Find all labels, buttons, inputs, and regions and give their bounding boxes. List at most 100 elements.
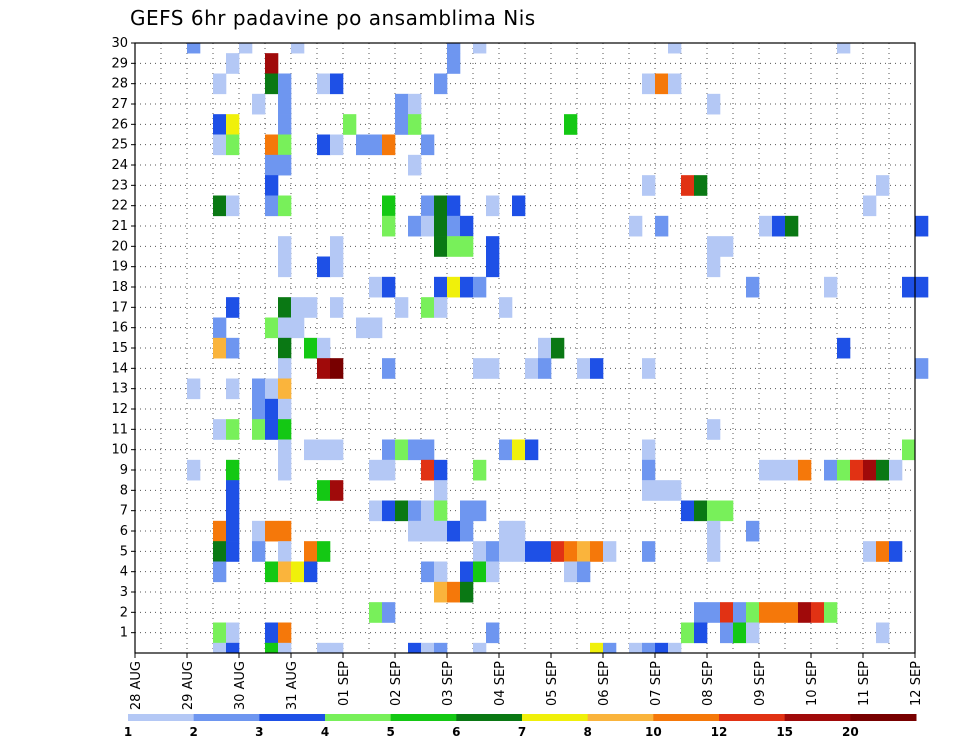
y-tick-label: 27 — [111, 97, 128, 112]
heatmap-cell — [265, 195, 279, 217]
heatmap-cell — [538, 541, 552, 562]
heatmap-cell — [746, 602, 760, 623]
heatmap-cell — [252, 541, 266, 562]
heatmap-cell — [811, 602, 825, 623]
heatmap-cell — [733, 602, 747, 623]
y-tick-label: 26 — [111, 117, 128, 132]
heatmap-cell — [382, 602, 396, 623]
heatmap-cell — [902, 276, 916, 298]
heatmap-cell — [330, 256, 344, 278]
heatmap-cell — [278, 256, 292, 278]
heatmap-cell — [876, 459, 890, 481]
heatmap-cell — [330, 134, 344, 156]
heatmap-cell — [317, 439, 331, 461]
heatmap-cell — [408, 93, 422, 115]
heatmap-cell — [772, 459, 786, 481]
heatmap-cell — [642, 459, 656, 481]
heatmap-cell — [486, 561, 500, 583]
heatmap-cell — [278, 134, 292, 156]
x-tick-label: 31 AUG — [285, 661, 300, 710]
heatmap-cells — [187, 43, 929, 654]
heatmap-cell — [551, 337, 565, 359]
heatmap-cell — [330, 642, 344, 654]
heatmap-cell — [655, 480, 669, 501]
heatmap-cell — [486, 541, 500, 562]
heatmap-cell — [317, 480, 331, 501]
heatmap-cell — [382, 358, 396, 379]
heatmap-cell — [408, 642, 422, 654]
heatmap-cell — [226, 500, 240, 522]
heatmap-cell — [668, 480, 682, 501]
heatmap-cell — [252, 378, 266, 400]
heatmap-cell — [421, 215, 435, 237]
heatmap-cell — [395, 297, 409, 318]
legend-swatch — [128, 714, 195, 721]
heatmap-cell — [486, 195, 500, 217]
y-tick-label: 24 — [111, 158, 128, 173]
heatmap-cell — [824, 276, 838, 298]
heatmap-cell — [746, 520, 760, 542]
heatmap-cell — [590, 642, 604, 654]
heatmap-cell — [382, 276, 396, 298]
heatmap-cell — [213, 337, 227, 359]
x-tick-label: 04 SEP — [493, 661, 508, 706]
heatmap-cell — [213, 622, 227, 644]
heatmap-cell — [265, 622, 279, 644]
x-tick-label: 03 SEP — [441, 661, 456, 706]
heatmap-cell — [278, 398, 292, 420]
heatmap-cell — [213, 541, 227, 562]
x-tick-label: 09 SEP — [753, 661, 768, 706]
heatmap-cell — [330, 73, 344, 95]
heatmap-cell — [486, 358, 500, 379]
heatmap-cell — [278, 317, 292, 339]
heatmap-cell — [291, 43, 305, 54]
heatmap-cell — [421, 297, 435, 318]
heatmap-cell — [395, 500, 409, 522]
heatmap-cell — [369, 276, 383, 298]
heatmap-cell — [278, 154, 292, 176]
heatmap-cell — [655, 642, 669, 654]
heatmap-cell — [330, 297, 344, 318]
heatmap-cell — [330, 236, 344, 257]
heatmap-cell — [265, 378, 279, 400]
heatmap-cell — [473, 500, 487, 522]
x-tick-label: 08 SEP — [701, 661, 716, 706]
heatmap-cell — [447, 195, 461, 217]
heatmap-cell — [434, 581, 448, 603]
y-tick-label: 22 — [111, 199, 128, 214]
heatmap-cell — [499, 439, 513, 461]
heatmap-cell — [226, 459, 240, 481]
y-tick-label: 8 — [120, 483, 128, 498]
legend-swatch — [587, 714, 654, 721]
x-tick-label: 12 SEP — [909, 661, 924, 706]
heatmap-cell — [278, 561, 292, 583]
heatmap-cell — [265, 398, 279, 420]
heatmap-cell — [304, 337, 318, 359]
y-tick-label: 16 — [111, 321, 128, 336]
heatmap-cell — [278, 337, 292, 359]
heatmap-cell — [473, 459, 487, 481]
heatmap-cell — [382, 195, 396, 217]
heatmap-cell — [915, 215, 929, 237]
legend-label: 4 — [321, 725, 329, 739]
heatmap-cell — [642, 642, 656, 654]
heatmap-cell — [447, 520, 461, 542]
heatmap-cell — [577, 541, 591, 562]
heatmap-cell — [837, 337, 851, 359]
heatmap-cell — [213, 520, 227, 542]
y-tick-label: 13 — [111, 382, 128, 397]
heatmap-cell — [460, 500, 474, 522]
heatmap-cell — [850, 459, 864, 481]
heatmap-cell — [187, 459, 201, 481]
heatmap-cell — [421, 195, 435, 217]
y-tick-label: 28 — [111, 77, 128, 92]
y-tick-label: 21 — [111, 219, 128, 234]
heatmap-cell — [317, 134, 331, 156]
heatmap-cell — [356, 317, 370, 339]
heatmap-cell — [408, 114, 422, 135]
heatmap-cell — [837, 43, 851, 54]
heatmap-cell — [382, 215, 396, 237]
legend-label: 3 — [255, 725, 263, 739]
heatmap-cell — [278, 195, 292, 217]
heatmap-cell — [473, 561, 487, 583]
